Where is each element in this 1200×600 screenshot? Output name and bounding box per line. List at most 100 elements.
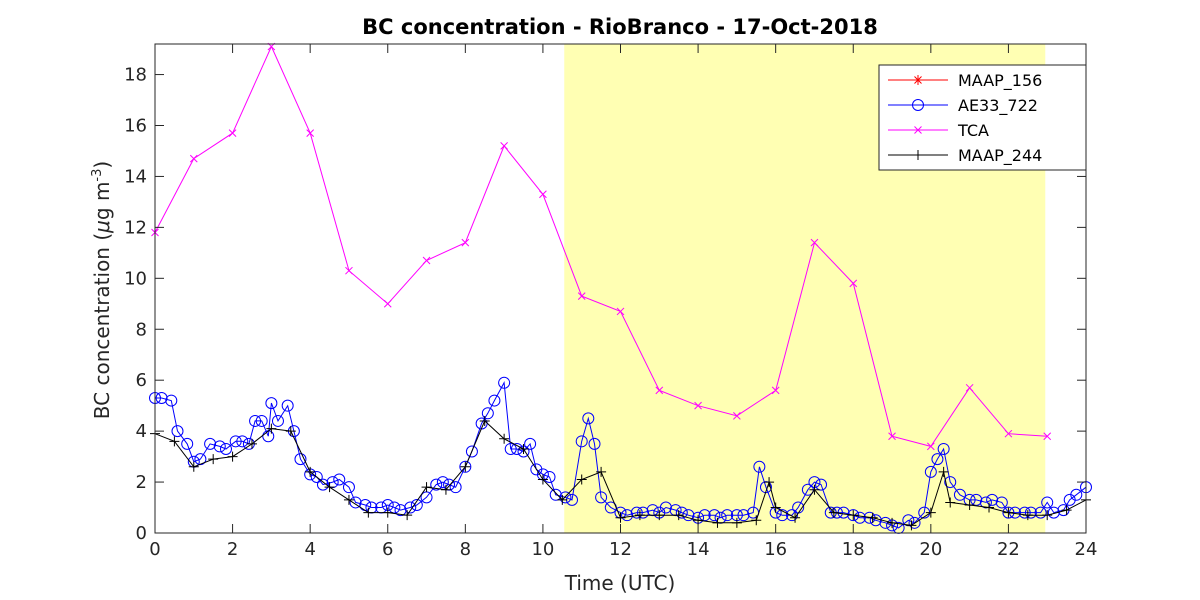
data-point	[394, 504, 407, 517]
data-point	[944, 476, 957, 489]
series-layer	[149, 42, 1092, 534]
y-axis-label: BC concentration (μg m-3)	[90, 161, 114, 419]
data-point	[294, 453, 307, 466]
data-point	[847, 509, 860, 522]
legend: MAAP_156 AE33_722 TCA MAAP_244	[878, 64, 1087, 171]
data-point	[500, 142, 508, 150]
data-point	[363, 507, 374, 518]
data-point	[481, 407, 494, 420]
data-point	[887, 517, 898, 528]
data-point	[165, 394, 178, 407]
data-point	[673, 510, 684, 521]
x-tick-label: 0	[149, 539, 160, 560]
x-tick-label: 22	[997, 539, 1020, 560]
legend-label: AE33_722	[958, 96, 1038, 116]
data-point	[984, 502, 995, 513]
data-point	[343, 494, 354, 505]
data-point	[906, 520, 917, 531]
data-point	[731, 517, 742, 528]
data-point	[188, 461, 199, 472]
data-point	[310, 470, 323, 483]
data-point	[953, 488, 966, 501]
legend-swatch-marker	[913, 150, 923, 160]
data-point	[931, 453, 944, 466]
y-axis-label-unit: g m	[90, 182, 114, 221]
data-point	[249, 414, 262, 427]
data-point	[227, 451, 238, 462]
data-point	[751, 515, 762, 526]
data-point	[213, 440, 226, 453]
data-point	[596, 466, 607, 477]
data-point	[345, 266, 353, 275]
data-point	[712, 517, 723, 528]
data-point	[204, 437, 217, 450]
x-tick-label: 18	[842, 539, 865, 560]
data-point	[965, 383, 974, 392]
data-point	[1004, 429, 1013, 438]
data-point	[867, 512, 878, 523]
data-point	[945, 497, 956, 508]
y-axis-label-exponent: -3	[90, 169, 105, 182]
data-point	[849, 279, 858, 288]
data-point	[659, 501, 672, 514]
legend-box	[878, 64, 1087, 171]
data-point	[229, 435, 242, 448]
data-point	[654, 510, 665, 521]
data-point	[324, 482, 335, 493]
data-point	[634, 510, 645, 521]
data-point	[925, 507, 936, 518]
data-point	[1041, 496, 1054, 509]
data-point	[621, 509, 634, 522]
x-axis-label: Time (UTC)	[564, 571, 676, 595]
data-point	[810, 238, 819, 247]
y-axis-label-close: )	[90, 161, 114, 169]
data-point	[543, 470, 556, 483]
data-point	[1024, 506, 1037, 519]
data-point	[349, 496, 362, 509]
legend-label: MAAP_244	[958, 146, 1042, 166]
data-point	[479, 415, 490, 426]
y-tick-label: 8	[136, 319, 147, 340]
data-point	[499, 433, 510, 444]
series-maap-244	[150, 415, 1091, 531]
data-point	[333, 473, 346, 486]
data-point	[436, 476, 449, 489]
data-point	[488, 394, 501, 407]
data-point	[1047, 506, 1060, 519]
data-point	[675, 506, 688, 519]
data-point	[694, 401, 702, 410]
data-point	[1061, 505, 1072, 516]
data-point	[753, 460, 766, 473]
data-point	[1002, 506, 1015, 519]
data-point	[708, 509, 721, 522]
data-point	[770, 502, 781, 513]
legend-swatch-marker	[913, 75, 923, 85]
x-tick-label: 14	[687, 539, 710, 560]
data-point	[1042, 510, 1053, 521]
y-tick-label: 4	[136, 421, 147, 442]
data-point	[537, 474, 548, 485]
data-point	[228, 129, 237, 137]
data-point	[504, 442, 517, 455]
legend-label: TCA	[957, 121, 989, 140]
data-point	[964, 499, 975, 510]
data-point	[986, 493, 999, 506]
data-point	[888, 432, 896, 441]
data-point	[615, 512, 626, 523]
data-point	[815, 478, 828, 491]
legend-swatch-marker	[914, 126, 922, 134]
x-tick-label: 20	[919, 539, 942, 560]
data-point	[266, 423, 277, 434]
data-point	[630, 506, 643, 519]
data-point	[595, 491, 608, 504]
data-point	[404, 501, 417, 514]
data-point	[181, 437, 194, 450]
series-line	[155, 381, 1087, 529]
data-point	[693, 515, 704, 526]
data-point	[1018, 506, 1031, 519]
data-point	[382, 507, 393, 518]
data-point	[938, 466, 949, 477]
data-point	[733, 411, 741, 420]
